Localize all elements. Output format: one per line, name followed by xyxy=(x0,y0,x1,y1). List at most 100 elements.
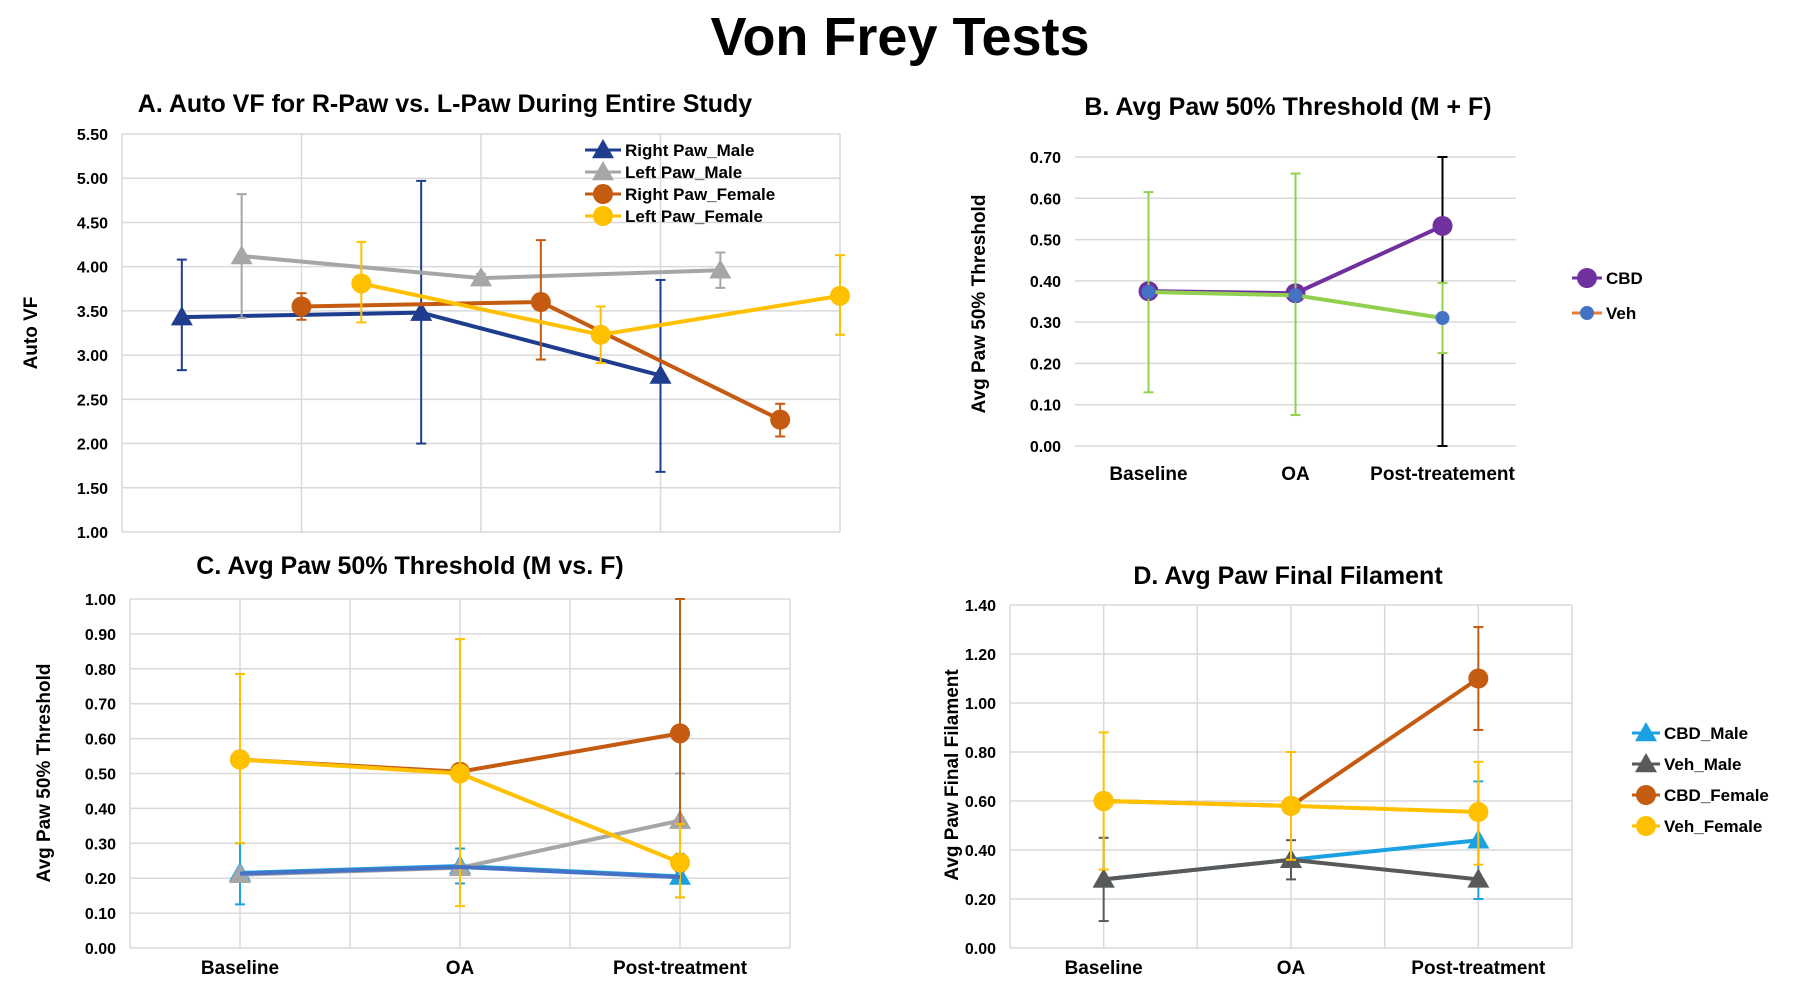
y-tick-label: 0.80 xyxy=(85,662,116,679)
series-veh-female xyxy=(1093,731,1489,871)
data-point xyxy=(590,324,611,345)
y-tick-label: 4.00 xyxy=(77,260,108,277)
y-tick-label: 1.00 xyxy=(85,592,116,609)
legend-marker xyxy=(1636,816,1656,836)
y-tick-label: 0.80 xyxy=(965,745,996,762)
legend: CBD_Male Veh_Male CBD_Female Veh_Female xyxy=(1632,722,1769,836)
x-tick-label: OA xyxy=(446,958,475,979)
data-point xyxy=(1468,802,1489,823)
chart-panel-b: B. Avg Paw 50% Threshold (M + F) Avg Paw … xyxy=(969,93,1643,485)
y-axis-label: Avg Paw 50% Threshold xyxy=(969,195,990,414)
data-point xyxy=(530,292,551,313)
y-tick-label: 0.00 xyxy=(85,941,116,958)
series-veh xyxy=(1141,172,1450,417)
legend-marker xyxy=(593,206,613,226)
x-tick-label: Baseline xyxy=(1109,464,1187,485)
series-right-paw-male xyxy=(170,179,672,473)
data-point xyxy=(1432,215,1453,236)
y-tick-label: 0.10 xyxy=(85,906,116,923)
data-point xyxy=(670,723,690,744)
y-tick-label: 0.70 xyxy=(1030,150,1061,167)
y-tick-label: 2.00 xyxy=(77,437,108,454)
data-point xyxy=(830,285,850,306)
data-point xyxy=(709,259,732,279)
y-tick-label: 0.60 xyxy=(85,732,116,749)
data-point xyxy=(1468,668,1489,689)
series-right-paw-female xyxy=(291,239,791,438)
y-axis-label: Auto VF xyxy=(21,297,42,370)
series-blue-overlay xyxy=(239,865,681,880)
legend-marker xyxy=(593,184,613,204)
legend-marker xyxy=(592,139,614,159)
legend-label: CBD xyxy=(1606,269,1643,288)
chart-title: C. Avg Paw 50% Threshold (M vs. F) xyxy=(196,552,623,580)
x-tick-label: Post-treatement xyxy=(1370,464,1515,485)
y-tick-label: 0.50 xyxy=(1030,233,1061,250)
page-title: Von Frey Tests xyxy=(710,7,1090,67)
y-tick-label: 1.00 xyxy=(965,696,996,713)
data-point xyxy=(410,301,433,321)
data-point xyxy=(351,273,372,294)
series-left-paw-male xyxy=(230,193,732,319)
y-tick-label: 0.30 xyxy=(1030,315,1061,332)
x-tick-label: Post-treatment xyxy=(613,958,748,979)
legend-label: Veh_Male xyxy=(1664,755,1742,774)
data-point xyxy=(670,852,690,873)
y-tick-label: 0.10 xyxy=(1030,398,1061,415)
y-tick-label: 1.50 xyxy=(77,481,108,498)
series-line xyxy=(239,865,681,880)
y-tick-label: 0.20 xyxy=(965,892,996,909)
data-point xyxy=(1093,791,1114,811)
legend-label: Veh_Female xyxy=(1664,817,1762,836)
y-tick-label: 0.60 xyxy=(1030,191,1061,208)
y-tick-label: 0.20 xyxy=(85,871,116,888)
legend-marker xyxy=(1635,753,1657,773)
data-point xyxy=(450,763,470,784)
x-tick-label: Post-treatment xyxy=(1411,958,1546,979)
chart-title: B. Avg Paw 50% Threshold (M + F) xyxy=(1084,93,1491,121)
legend-marker xyxy=(1580,306,1594,320)
y-tick-label: 0.20 xyxy=(1030,356,1061,373)
legend: Right Paw_Male Left Paw_Male Right Paw_Fem… xyxy=(585,139,775,226)
data-point xyxy=(230,245,253,265)
legend-label: Right Paw_Male xyxy=(625,141,754,160)
legend-marker xyxy=(1636,785,1656,805)
legend-label: CBD_Male xyxy=(1664,724,1748,743)
x-tick-label: OA xyxy=(1281,464,1310,485)
legend-marker xyxy=(1577,268,1597,288)
x-tick-label: Baseline xyxy=(201,958,279,979)
y-tick-label: 0.90 xyxy=(85,627,116,644)
chart-panel-d: D. Avg Paw Final Filament Avg Paw Final F… xyxy=(942,562,1769,979)
y-tick-label: 2.50 xyxy=(77,392,108,409)
y-tick-label: 0.00 xyxy=(1030,439,1061,456)
y-tick-label: 0.40 xyxy=(965,843,996,860)
data-point xyxy=(1435,311,1450,326)
series-veh-female xyxy=(230,638,690,908)
y-tick-label: 5.50 xyxy=(77,127,108,144)
data-point xyxy=(291,296,312,317)
data-point xyxy=(1467,868,1490,888)
legend-label: Veh xyxy=(1606,304,1636,323)
series-left-paw-female xyxy=(351,240,850,365)
y-tick-label: 0.30 xyxy=(85,836,116,853)
legend-label: Left Paw_Male xyxy=(625,163,742,182)
legend-label: Right Paw_Female xyxy=(625,185,775,204)
data-point xyxy=(470,267,492,287)
legend-marker xyxy=(1635,722,1657,742)
y-axis-label: Avg Paw 50% Threshold xyxy=(34,664,55,883)
data-point xyxy=(649,364,672,384)
y-tick-label: 3.00 xyxy=(77,348,108,365)
chart-title: D. Avg Paw Final Filament xyxy=(1133,562,1443,590)
y-tick-label: 4.50 xyxy=(77,215,108,232)
chart-panel-a: A. Auto VF for R-Paw vs. L-Paw During En… xyxy=(21,90,850,542)
data-point xyxy=(1141,285,1156,300)
legend-marker xyxy=(592,161,614,181)
legend-label: Left Paw_Female xyxy=(625,207,763,226)
data-point xyxy=(230,749,250,770)
y-tick-label: 0.50 xyxy=(85,767,116,784)
legend-label: CBD_Female xyxy=(1664,786,1769,805)
data-point xyxy=(770,409,791,430)
data-point xyxy=(1288,288,1303,303)
y-tick-label: 0.00 xyxy=(965,941,996,958)
